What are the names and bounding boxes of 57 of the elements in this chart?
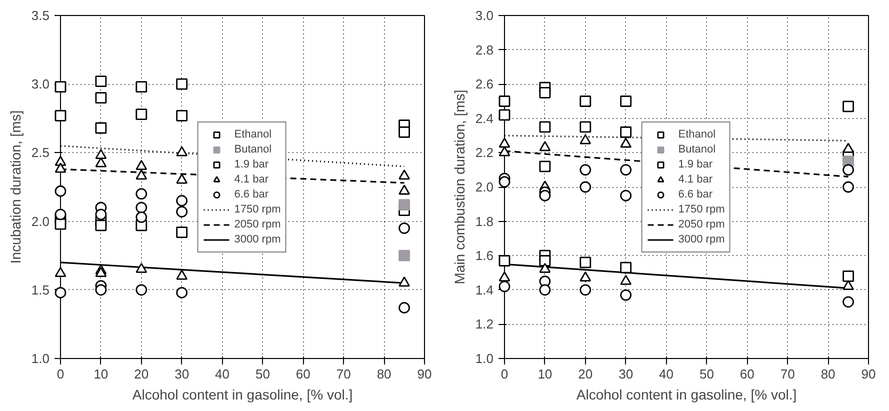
y-tick-label: 1.5 [31,282,50,298]
legend-label: 3000 rpm [678,232,725,246]
x-tick-label: 20 [134,366,149,382]
x-tick-label: 40 [659,366,674,382]
legend-label: 1750 rpm [234,202,281,216]
x-tick-label: 90 [861,366,876,382]
y-axis-title: Incubation duration, [ms] [7,110,24,264]
x-tick-label: 40 [215,366,230,382]
x-tick-label: 50 [699,366,714,382]
legend-label: 2050 rpm [678,217,725,231]
legend-label: 4.1 bar [234,172,269,186]
legend-label: 4.1 bar [678,172,713,186]
legend-label: 6.6 bar [234,187,269,201]
legend-label: Butanol [678,142,716,156]
x-tick-label: 60 [740,366,754,382]
x-tick-label: 10 [538,366,552,382]
x-axis-title: Alcohol content in gasoline, [% vol.] [132,386,353,402]
y-tick-label: 1.0 [475,351,494,366]
y-tick-label: 2.8 [475,42,494,58]
legend-label: 3000 rpm [234,232,281,246]
x-tick-label: 30 [618,366,634,382]
y-tick-label: 1.8 [475,214,494,229]
x-tick-label: 20 [578,366,593,382]
y-tick-label: 3.5 [31,8,50,23]
x-axis-title: Alcohol content in gasoline, [% vol.] [576,386,797,402]
y-tick-label: 1.0 [31,351,50,366]
y-tick-label: 2.5 [31,145,50,160]
y-tick-label: 3.0 [31,76,50,92]
legend-label: Ethanol [234,127,272,141]
x-tick-label: 50 [255,366,270,382]
x-tick-label: 30 [174,366,190,382]
y-tick-label: 3.0 [475,8,494,23]
x-tick-label: 10 [94,366,108,382]
y-tick-label: 2.2 [475,145,494,160]
x-tick-label: 90 [417,366,432,382]
legend-label: Ethanol [678,127,716,141]
legend-label: 1750 rpm [678,202,725,216]
legend-label: 1.9 bar [234,157,269,171]
y-tick-label: 2.0 [31,214,50,229]
y-axis-title: Main combustion duration, [ms] [451,90,468,284]
legend-label: Butanol [234,142,272,156]
x-tick-label: 70 [780,366,795,382]
legend-label: 1.9 bar [678,157,713,171]
y-tick-label: 2.0 [475,180,494,194]
x-tick-label: 60 [296,366,310,382]
y-tick-label: 2.6 [475,76,494,92]
x-tick-label: 80 [820,366,836,382]
x-tick-label: 70 [336,366,351,382]
y-tick-label: 2.4 [475,110,494,126]
y-tick-label: 1.6 [475,248,494,264]
x-tick-label: 0 [56,366,64,382]
y-tick-label: 1.4 [475,282,494,298]
y-tick-label: 1.2 [475,316,494,332]
x-tick-label: 80 [376,366,392,382]
legend-label: 6.6 bar [678,187,713,201]
x-tick-label: 0 [500,366,508,382]
legend-label: 2050 rpm [234,217,281,231]
